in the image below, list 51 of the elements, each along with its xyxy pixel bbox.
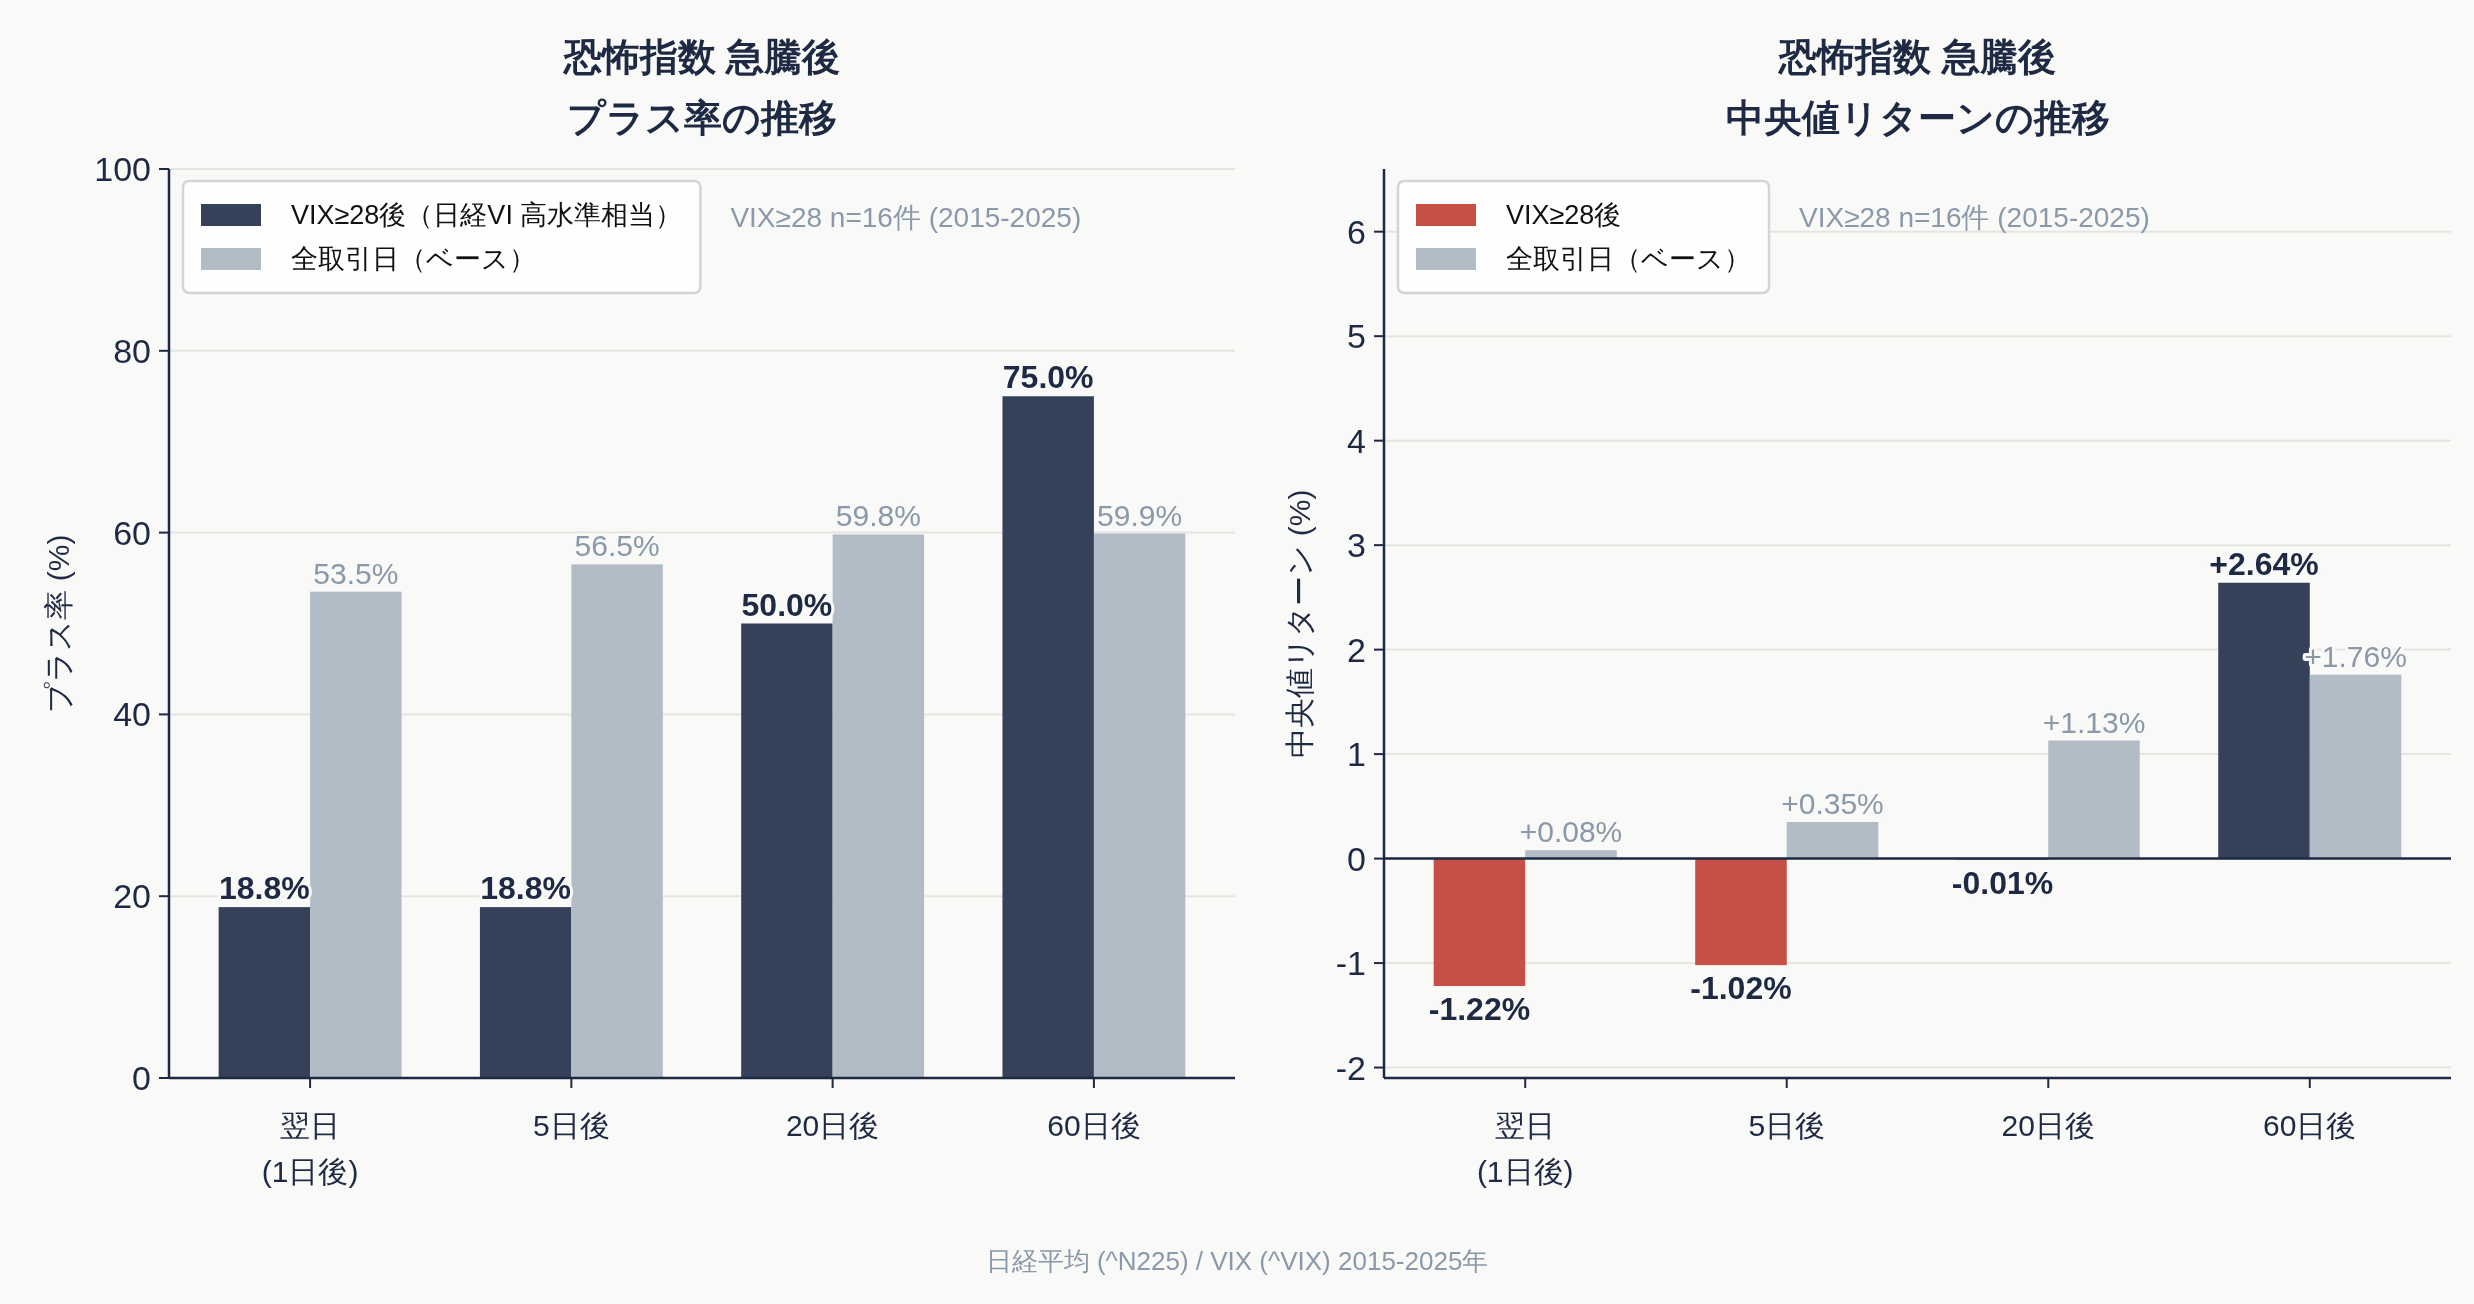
y-tick-label: 3 [1347, 526, 1366, 565]
annotation: VIX≥28 n=16件 (2015-2025) [1799, 202, 2150, 233]
chart-subtitle: プラス率の推移 [567, 97, 837, 139]
data-label: +0.08% [1519, 815, 1623, 849]
y-tick-label: 1 [1347, 735, 1366, 774]
data-label: -0.01% [1951, 864, 2054, 901]
chart-title: 恐怖指数 急騰後 [561, 36, 841, 78]
x-tick-label: 翌日 (1日後) [1476, 1109, 1574, 1188]
chart-title: 恐怖指数 急騰後 [1777, 36, 2056, 78]
legend-label: VIX≥28後 [1506, 200, 1622, 230]
y-tick-label: -2 [1335, 1048, 1366, 1087]
y-tick-label: 60 [113, 513, 151, 552]
data-label: +2.64% [2209, 545, 2319, 582]
data-label: -1.22% [1428, 991, 1531, 1028]
y-tick-label: -1 [1335, 944, 1366, 983]
y-axis-title: 中央値リターン (%) [1283, 489, 1317, 758]
x-tick-label: 5日後 [1748, 1109, 1826, 1142]
y-axis-title: プラス率 (%) [41, 534, 75, 713]
data-label: +0.35% [1781, 787, 1884, 821]
annotation: VIX≥28 n=16件 (2015-2025) [730, 202, 1082, 233]
y-tick-label: 100 [94, 150, 151, 188]
data-label: 18.8% [480, 870, 572, 907]
x-tick-label: 20日後 [785, 1109, 880, 1142]
data-label: 56.5% [574, 529, 660, 563]
y-tick-label: 20 [113, 877, 151, 916]
data-label: 59.9% [1097, 498, 1183, 532]
y-tick-label: 80 [113, 331, 151, 370]
x-tick-label: 20日後 [2001, 1109, 2095, 1142]
x-tick-label: 翌日 (1日後) [261, 1109, 359, 1188]
legend-label: 全取引日（ベース） [291, 244, 536, 274]
data-label: 59.8% [835, 499, 921, 533]
x-tick-label: 60日後 [2263, 1109, 2357, 1142]
y-tick-label: 0 [132, 1059, 151, 1097]
data-label: 53.5% [313, 556, 399, 590]
text: 日経平均 (^N225) / VIX (^VIX) 2015-2025年 [985, 1246, 1489, 1276]
data-label: 18.8% [219, 870, 310, 907]
data-label: 75.0% [1002, 359, 1094, 396]
y-tick-label: 6 [1347, 212, 1366, 251]
chart-subtitle: 中央値リターンの推移 [1725, 97, 2110, 139]
x-tick-label: 5日後 [533, 1109, 610, 1142]
y-tick-label: 2 [1347, 630, 1366, 669]
legend-label: 全取引日（ベース） [1506, 244, 1751, 274]
y-tick-label: 4 [1347, 421, 1366, 460]
data-label: +1.13% [2042, 705, 2146, 739]
y-tick-label: 5 [1347, 317, 1366, 356]
data-label: -1.02% [1690, 970, 1792, 1007]
x-tick-label: 60日後 [1047, 1109, 1141, 1142]
y-tick-label: 40 [113, 695, 151, 734]
legend-label: VIX≥28後（日経VI 高水準相当） [291, 200, 683, 230]
y-tick-label: 0 [1347, 839, 1366, 878]
data-label: 50.0% [741, 586, 833, 623]
